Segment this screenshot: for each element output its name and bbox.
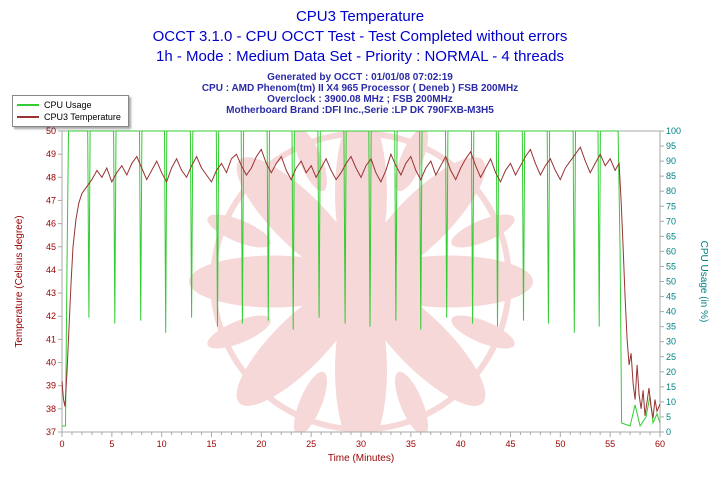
- svg-text:41: 41: [46, 334, 56, 344]
- test-result-subtitle: OCCT 3.1.0 - CPU OCCT Test - Test Comple…: [152, 28, 568, 45]
- svg-text:49: 49: [46, 149, 56, 159]
- svg-text:50: 50: [666, 277, 676, 287]
- svg-text:15: 15: [206, 439, 216, 449]
- svg-text:45: 45: [46, 242, 56, 252]
- legend-label-cpu3-temperature: CPU3 Temperature: [44, 112, 121, 122]
- svg-text:85: 85: [666, 171, 676, 181]
- legend-item-cpu-usage: CPU Usage: [17, 99, 121, 111]
- svg-text:50: 50: [46, 126, 56, 136]
- svg-text:10: 10: [157, 439, 167, 449]
- svg-text:0: 0: [59, 439, 64, 449]
- svg-text:40: 40: [46, 358, 56, 368]
- svg-text:45: 45: [666, 292, 676, 302]
- svg-text:25: 25: [666, 352, 676, 362]
- svg-text:40: 40: [456, 439, 466, 449]
- left-axis-title: Temperature (Celsius degree): [14, 215, 25, 347]
- svg-text:43: 43: [46, 288, 56, 298]
- occt-watermark: [189, 131, 533, 432]
- svg-text:60: 60: [655, 439, 665, 449]
- series-cpu3-temperature: [61, 146, 661, 419]
- svg-text:0: 0: [666, 427, 671, 437]
- svg-text:30: 30: [666, 337, 676, 347]
- cpu-usage-line-swatch: [17, 104, 39, 106]
- svg-text:38: 38: [46, 404, 56, 414]
- svg-text:40: 40: [666, 307, 676, 317]
- overclock-info: Overclock : 3900.08 MHz ; FSB 200MHz: [267, 94, 453, 105]
- generated-info: Generated by OCCT : 01/01/08 07:02:19: [267, 72, 453, 83]
- series-cpu-usage: [62, 130, 661, 428]
- svg-text:44: 44: [46, 265, 56, 275]
- svg-text:35: 35: [666, 322, 676, 332]
- cpu-info: CPU : AMD Phenom(tm) II X4 965 Processor…: [201, 83, 519, 94]
- svg-text:15: 15: [666, 382, 676, 392]
- legend-item-cpu3-temperature: CPU3 Temperature: [17, 111, 121, 123]
- legend: CPU Usage CPU3 Temperature: [12, 95, 129, 127]
- test-mode-subtitle: 1h - Mode : Medium Data Set - Priority :…: [156, 48, 564, 65]
- svg-text:5: 5: [109, 439, 114, 449]
- svg-text:5: 5: [666, 412, 671, 422]
- svg-text:48: 48: [46, 172, 56, 182]
- svg-text:95: 95: [666, 141, 676, 151]
- svg-text:10: 10: [666, 397, 676, 407]
- svg-text:80: 80: [666, 186, 676, 196]
- right-axis-title: CPU Usage (in %): [698, 241, 709, 323]
- cpu3-temperature-line-swatch: [17, 116, 39, 118]
- svg-text:45: 45: [505, 439, 515, 449]
- svg-text:25: 25: [306, 439, 316, 449]
- x-axis-title: Time (Minutes): [328, 453, 394, 464]
- svg-text:60: 60: [666, 246, 676, 256]
- svg-text:55: 55: [605, 439, 615, 449]
- svg-text:20: 20: [256, 439, 266, 449]
- svg-text:37: 37: [46, 427, 56, 437]
- legend-label-cpu-usage: CPU Usage: [44, 100, 92, 110]
- svg-text:39: 39: [46, 381, 56, 391]
- svg-text:65: 65: [666, 231, 676, 241]
- svg-text:35: 35: [406, 439, 416, 449]
- svg-text:47: 47: [46, 195, 56, 205]
- chart-header: CPU3 Temperature OCCT 3.1.0 - CPU OCCT T…: [0, 6, 720, 116]
- svg-text:30: 30: [356, 439, 366, 449]
- svg-text:70: 70: [666, 216, 676, 226]
- svg-text:42: 42: [46, 311, 56, 321]
- svg-text:55: 55: [666, 261, 676, 271]
- svg-text:75: 75: [666, 201, 676, 211]
- svg-text:90: 90: [666, 156, 676, 166]
- page-title: CPU3 Temperature: [295, 8, 425, 25]
- svg-text:50: 50: [555, 439, 565, 449]
- svg-text:46: 46: [46, 219, 56, 229]
- svg-text:20: 20: [666, 367, 676, 377]
- motherboard-info: Motherboard Brand :DFI Inc.,Serie :LP DK…: [226, 105, 494, 116]
- svg-text:100: 100: [666, 126, 681, 136]
